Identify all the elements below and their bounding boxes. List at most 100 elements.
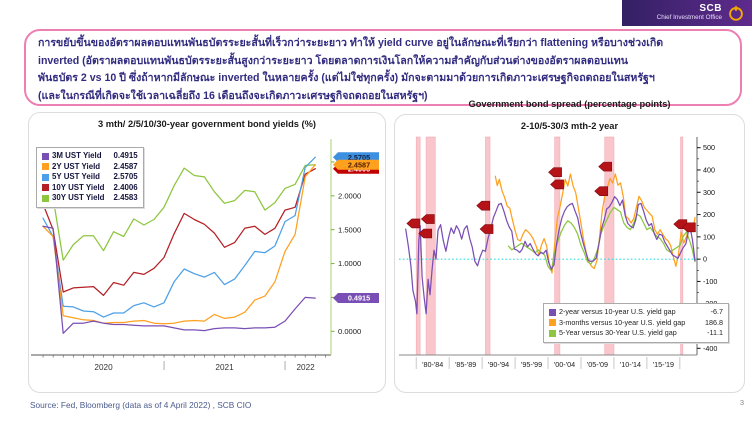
series-line-5y-ust-yeild [42, 156, 316, 318]
series-line-30y-ust-yield [42, 164, 316, 261]
scb-logo-icon [727, 4, 745, 22]
series-line-2y-ust-yield [42, 164, 316, 325]
legend-value: 2.4583 [113, 193, 138, 202]
legend-label: 2-year versus 10-year U.S. yield gap [559, 307, 676, 316]
svg-text:'05-'09: '05-'09 [587, 360, 608, 369]
banner-subtitle: Chief Investment Office [656, 13, 722, 21]
inversion-marker [479, 224, 494, 234]
svg-text:'10-'14: '10-'14 [620, 360, 641, 369]
legend-value: 186.8 [705, 317, 723, 327]
yields-chart-title: 3 mth/ 2/5/10/30-year government bond yi… [97, 119, 317, 129]
legend-item: 30Y UST Yield 2.4583 [42, 193, 138, 204]
legend-item: 5Y UST Yeild 2.5705 [42, 172, 138, 183]
svg-text:2.4587: 2.4587 [348, 160, 370, 169]
value-callout [333, 152, 379, 163]
legend-item: 10Y UST Yield 2.4006 [42, 183, 138, 194]
svg-text:0: 0 [703, 255, 707, 264]
series-line-10y-ust-yield [42, 168, 316, 297]
inversion-marker [594, 186, 609, 196]
svg-text:'85-'89: '85-'89 [455, 360, 476, 369]
value-callout [333, 159, 379, 170]
legend-label: 30Y UST Yield [52, 193, 105, 202]
svg-text:'15-'19: '15-'19 [653, 360, 674, 369]
svg-text:300: 300 [703, 188, 715, 197]
legend-value: 2.5705 [113, 172, 138, 181]
headline-line-1: การขยับขึ้นของอัตราผลตอบแทนพันธบัตรระยะส… [38, 37, 664, 49]
spread-chart-card: 2-10/5-30/3 mth-2 year 2-year versus 10-… [394, 114, 745, 393]
svg-text:0.4915: 0.4915 [348, 294, 370, 303]
headline-box: การขยับขึ้นของอัตราผลตอบแทนพันธบัตรระยะส… [24, 29, 742, 106]
spread-chart-svg: 5004003002001000-100-200-300-400'80-'84'… [399, 136, 717, 369]
svg-text:500: 500 [703, 143, 715, 152]
legend-label: 5Y UST Yeild [52, 172, 100, 181]
banner-text: SCB Chief Investment Office [657, 4, 722, 21]
series-line-3-months-versus-10-year-u.s.-yield-gap [494, 173, 696, 274]
source-note: Source: Fed, Bloomberg (data as of 4 Apr… [30, 400, 252, 410]
series-line-2-year-versus-10-year-u.s.-yield-gap [405, 196, 696, 315]
legend-value: -6.7 [710, 307, 723, 316]
spread-chart-legend: 2-year versus 10-year U.S. yield gap -6.7… [543, 303, 729, 343]
brand-name: SCB [699, 3, 722, 15]
headline-line-4: (และในกรณีที่เกิดจะใช้เวลาเฉลี่ยถึง 16 เ… [38, 89, 428, 102]
legend-swatch [42, 152, 49, 160]
legend-item: 5-Year versus 30-Year U.S. yield gap -11.… [549, 328, 723, 339]
svg-text:-400: -400 [703, 344, 717, 353]
recession-band [425, 136, 436, 356]
legend-item: 2-year versus 10-year U.S. yield gap -6.7 [549, 307, 723, 318]
legend-swatch [549, 329, 556, 337]
legend-swatch [42, 163, 49, 171]
svg-text:2020: 2020 [94, 363, 113, 372]
yields-chart-legend: 3M UST Yield 0.4915 2Y UST Yield 2.4587 5Y U… [36, 147, 144, 208]
value-callout [333, 293, 379, 304]
legend-swatch [549, 319, 556, 327]
svg-text:1.5000: 1.5000 [338, 225, 361, 234]
series-line-5-year-versus-30-year-u.s.-yield-gap [507, 206, 696, 272]
legend-value: 2.4587 [113, 161, 138, 171]
svg-text:2.5705: 2.5705 [348, 153, 370, 162]
inversion-marker [420, 214, 435, 224]
headline-line-2: inverted (อัตราผลตอบแทนพันธบัตรระยะสั้นส… [38, 54, 629, 67]
svg-text:1.0000: 1.0000 [338, 259, 361, 268]
inversion-marker [418, 228, 433, 239]
inversion-marker [681, 222, 696, 233]
legend-label: 3M UST Yield [52, 151, 102, 160]
inversion-marker [598, 161, 612, 172]
inversion-marker [550, 179, 564, 190]
yields-chart-svg: 2.0000 1.5000 1.0000 0.0000 2020 2021 2022 2.40… [31, 139, 379, 372]
legend-swatch [42, 194, 49, 202]
headline-line-3: พันธบัตร 2 vs 10 ปี ซึ่งถ้าหากมีลักษณะ i… [38, 72, 655, 84]
svg-text:200: 200 [703, 210, 715, 219]
legend-swatch [42, 184, 49, 192]
legend-value: 0.4915 [113, 151, 138, 160]
series-line-3m-ust-yield [42, 225, 316, 334]
svg-text:'90-'94: '90-'94 [488, 360, 509, 369]
legend-swatch [42, 173, 49, 181]
spread-chart-subtitle: 2-10/5-30/3 mth-2 year [520, 121, 619, 131]
legend-item: 3-months versus 10-year U.S. yield gap 18… [549, 318, 723, 329]
legend-label: 10Y UST Yield [52, 182, 105, 192]
legend-item: 3M UST Yield 0.4915 [42, 151, 138, 162]
yields-chart-card: 3 mth/ 2/5/10/30-year government bond yi… [28, 112, 386, 393]
legend-swatch [549, 308, 556, 316]
svg-text:'80-'84: '80-'84 [422, 360, 443, 369]
legend-label: 5-Year versus 30-Year U.S. yield gap [559, 328, 677, 337]
svg-text:-100: -100 [703, 277, 717, 286]
svg-text:2.0000: 2.0000 [338, 191, 361, 200]
legend-value: -11.1 [707, 328, 723, 337]
inversion-marker [548, 167, 562, 178]
svg-text:0.0000: 0.0000 [338, 327, 361, 336]
svg-text:100: 100 [703, 232, 715, 241]
legend-item: 2Y UST Yield 2.4587 [42, 162, 138, 173]
legend-value: 2.4006 [113, 182, 138, 192]
svg-text:'00-'04: '00-'04 [554, 360, 575, 369]
spread-chart-title: Government bond spread (percentage point… [468, 99, 671, 109]
legend-label: 3-months versus 10-year U.S. yield gap [559, 317, 686, 327]
inversion-marker [406, 218, 421, 229]
inversion-marker [476, 200, 491, 211]
svg-text:2022: 2022 [296, 363, 315, 372]
legend-label: 2Y UST Yield [52, 161, 101, 171]
svg-text:400: 400 [703, 165, 715, 174]
scb-banner: SCB Chief Investment Office [622, 0, 752, 26]
page-number: 3 [739, 398, 744, 407]
